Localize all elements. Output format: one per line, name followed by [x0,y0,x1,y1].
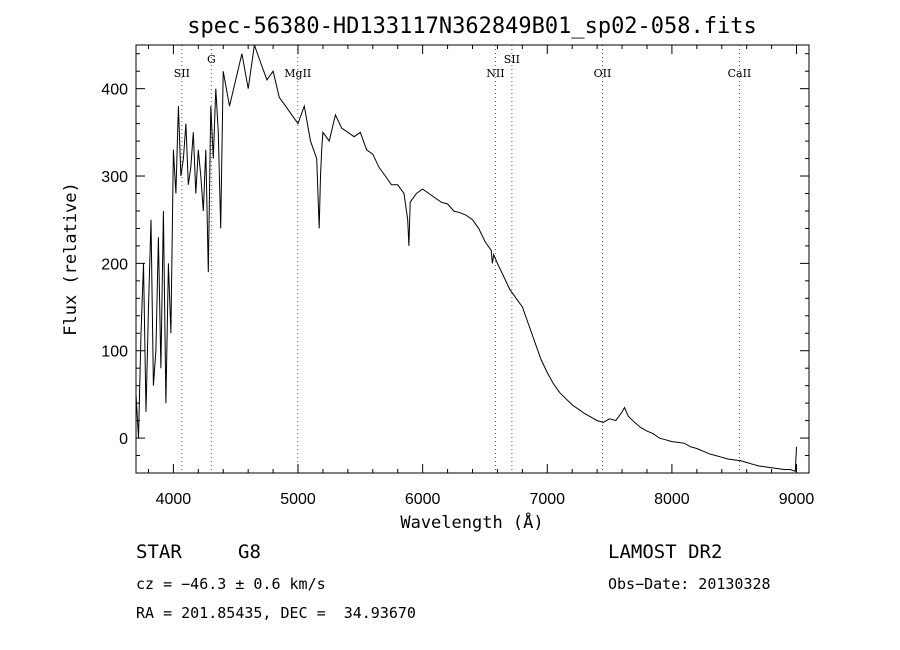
y-tick-label: 0 [119,431,128,448]
chart-title: spec-56380-HD133117N362849B01_sp02-058.f… [187,14,757,39]
spectral-line-label: CaII [728,67,752,80]
spectral-line-label: OII [594,67,612,80]
plot-frame [135,44,810,474]
spectral-line-label: SII [174,67,190,80]
x-axis-label: Wavelength (Å) [400,511,543,533]
survey-name: LAMOST DR2 [608,541,723,563]
spectral-line-label: G [207,53,216,66]
y-axis-label: Flux (relative) [61,182,81,336]
coordinates: RA = 201.85435, DEC = 34.93670 [136,604,416,622]
x-tick-label: 4000 [156,491,192,508]
observation-date: Obs−Date: 20130328 [608,575,771,593]
spectrum-line [135,44,797,472]
x-tick-label: 5000 [280,491,316,508]
object-class: STAR [136,541,182,563]
spectral-line-label: SII [504,53,520,66]
object-subclass: G8 [238,541,261,563]
y-tick-label: 400 [101,82,128,99]
x-tick-label: 7000 [529,491,565,508]
y-tick-label: 100 [101,344,128,361]
y-tick-label: 300 [101,169,128,186]
x-tick-label: 6000 [405,491,441,508]
x-tick-label: 9000 [779,491,815,508]
y-tick-label: 200 [101,256,128,273]
spectral-line-label: MgII [284,67,311,80]
x-tick-label: 8000 [654,491,690,508]
spectral-line-label: NII [486,67,504,80]
redshift-cz: cz = −46.3 ± 0.6 km/s [136,575,326,593]
